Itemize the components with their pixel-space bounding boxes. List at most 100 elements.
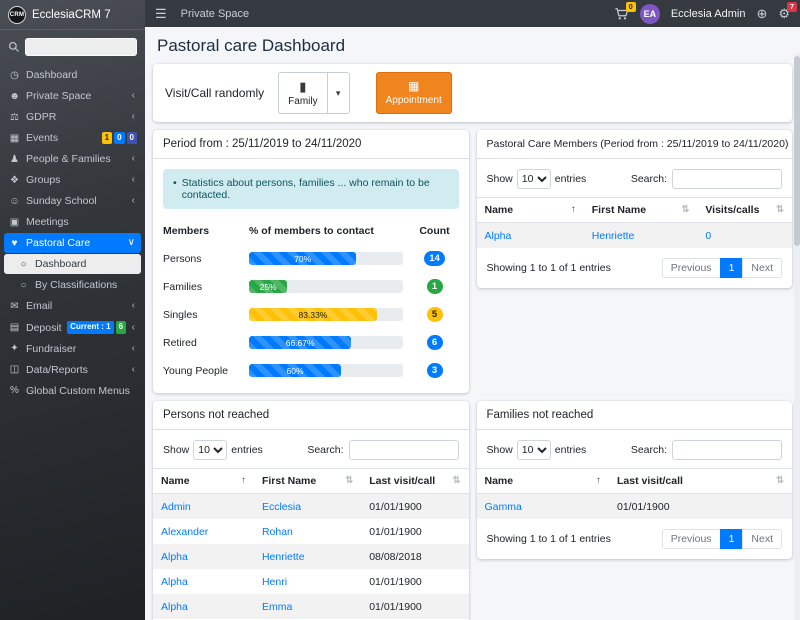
person-name-link[interactable]: Alpha [161,575,188,588]
globe-button[interactable]: ⊕ [756,7,767,20]
sidebar-subitem-by-classifications[interactable]: ○ By Classifications [4,275,141,295]
events-badge: 1 [101,132,113,145]
page-size-select[interactable]: 10 [516,440,551,460]
col-name[interactable]: Name ↑ [476,197,584,223]
sidebar-item-data-reports[interactable]: ◫ Data/Reports ‹ [4,360,141,380]
events-badge: 0 [114,132,125,145]
sidebar-item-pastoral-care[interactable]: ♥ Pastoral Care ∨ [4,233,141,254]
sidebar-item-dashboard[interactable]: ◷ Dashboard [4,65,141,85]
member-visits-link[interactable]: 0 [705,229,712,242]
table-row: Alpha Henri 01/01/1900 [153,569,469,594]
sidebar-item-fundraiser[interactable]: ✦ Fundraiser ‹ [4,339,141,359]
scrollbar[interactable] [794,54,800,620]
members-card-header: Pastoral Care Members (Period from : 25/… [476,130,792,159]
appointment-button[interactable]: ▦ Appointment [375,72,452,114]
col-name[interactable]: Name ↑ [153,468,254,494]
gear-icon: ⚙ [778,6,790,21]
family-button-group: ▮ Family ▾ [278,72,350,114]
show-label: Show [486,173,513,185]
col-first-name[interactable]: First Name ⇅ [583,197,698,223]
cart-button[interactable]: 0 [614,1,636,21]
search-label: Search: [630,173,667,185]
sidebar-subitem-dashboard[interactable]: ○ Dashboard [4,254,141,275]
col-visits[interactable]: Visits/calls ⇅ [697,197,792,223]
settings-button[interactable]: ⚙ 7 [778,2,797,21]
previous-page-button[interactable]: Previous [661,529,721,549]
navbar-right: 0 EA Ecclesia Admin ⊕ ⚙ 7 [614,1,797,24]
sidebar-item-deposit[interactable]: ▤ Deposit Current : 1 6 ‹ [4,317,141,337]
page-size-select[interactable]: 10 [516,169,551,189]
sidebar-item-global-custom-menus[interactable]: % Global Custom Menus [4,381,141,401]
table-row: Alpha Henriette 0 [476,222,792,248]
page-1-button[interactable]: 1 [719,529,744,549]
search-label: Search: [630,444,667,456]
sidebar-item-meetings[interactable]: ▣ Meetings [4,212,141,232]
person-name-link[interactable]: Alpha [161,550,188,563]
sidebar-search-input[interactable] [25,38,137,56]
pagination: Previous 1 Next [661,529,782,549]
sidebar-item-private-space[interactable]: ☻ Private Space ‹ [4,86,141,106]
family-button[interactable]: ▮ Family [278,72,328,114]
sidebar-item-label: Deposit [26,321,62,334]
sidebar-item-label: Fundraiser [26,342,77,355]
sidebar-item-gdpr[interactable]: ⚖ GDPR ‹ [4,107,141,127]
next-page-button[interactable]: Next [742,258,782,278]
show-label: Show [486,444,513,456]
sidebar-item-groups[interactable]: ❖ Groups ‹ [4,170,141,190]
page-1-button[interactable]: 1 [719,258,744,278]
persons-search-input[interactable] [348,440,459,460]
appointment-button-label: Appointment [385,95,442,106]
heart-icon: ♥ [11,237,18,249]
menu-toggle-button[interactable]: ☰ [155,5,167,21]
previous-page-button[interactable]: Previous [661,258,721,278]
user-name[interactable]: Ecclesia Admin [670,7,746,20]
person-first-name-link[interactable]: Ecclesia [261,500,302,513]
page-size-select[interactable]: 10 [193,440,228,460]
person-name-link[interactable]: Admin [161,500,191,513]
chevron-left-icon: ‹ [131,363,135,375]
chevron-left-icon: ‹ [131,90,135,101]
deposit-current-badge: Current : 1 [67,321,114,334]
entries-label: entries [231,444,263,456]
sidebar-item-events[interactable]: ▦ Events 1 0 0 [4,128,141,148]
progress-label: 60% [286,365,304,376]
sidebar-item-email[interactable]: ✉ Email ‹ [4,296,141,316]
member-first-name-link[interactable]: Henriette [591,229,635,242]
person-first-name-link[interactable]: Henriette [261,550,305,563]
brand-link[interactable]: CRM EcclesiaCRM 7 [0,0,145,30]
person-name-link[interactable]: Alexander [161,525,209,538]
sidebar-item-people-families[interactable]: ♟ People & Families ‹ [4,149,141,169]
family-name-link[interactable]: Gamma [484,500,522,513]
person-first-name-link[interactable]: Rohan [261,525,293,538]
member-name-link[interactable]: Alpha [484,229,512,242]
sidebar-item-sunday-school[interactable]: ☺ Sunday School ‹ [4,191,141,211]
sort-asc-icon: ↑ [596,475,601,486]
person-name-link[interactable]: Alpha [161,600,188,613]
scrollbar-thumb[interactable] [794,56,800,246]
col-name[interactable]: Name ↑ [476,468,609,494]
sort-icon: ⇅ [776,475,784,486]
sort-icon: ⇅ [681,204,690,215]
next-page-button[interactable]: Next [742,529,782,549]
col-first-name[interactable]: First Name ⇅ [253,468,362,494]
person-first-name-link[interactable]: Emma [261,600,293,613]
last-visit-cell: 08/08/2018 [369,550,422,563]
col-last-visit[interactable]: Last visit/call ⇅ [361,468,469,494]
table-search: Search: [631,440,782,460]
families-search-input[interactable] [672,440,782,460]
person-first-name-link[interactable]: Henri [261,575,288,588]
stat-label: Retired [163,336,197,349]
persons-table-controls: Show 10 entries Search: [153,430,469,468]
chevron-left-icon: ‹ [131,111,135,122]
navbar-private-space-link[interactable]: Private Space [180,7,250,20]
col-last-visit[interactable]: Last visit/call ⇅ [609,468,792,494]
pastoral-care-submenu: ○ Dashboard ○ By Classifications [0,254,145,295]
app-logo: CRM [8,5,26,24]
members-search-input[interactable] [672,169,782,189]
table-row: Alpha Emma 01/01/1900 [153,594,469,619]
count-badge: 1 [426,279,443,294]
visit-call-card: Visit/Call randomly ▮ Family ▾ ▦ Appoint… [153,64,792,122]
user-avatar[interactable]: EA [639,3,660,24]
sidebar-item-label: Global Custom Menus [26,384,130,397]
family-dropdown-toggle[interactable]: ▾ [327,72,350,114]
